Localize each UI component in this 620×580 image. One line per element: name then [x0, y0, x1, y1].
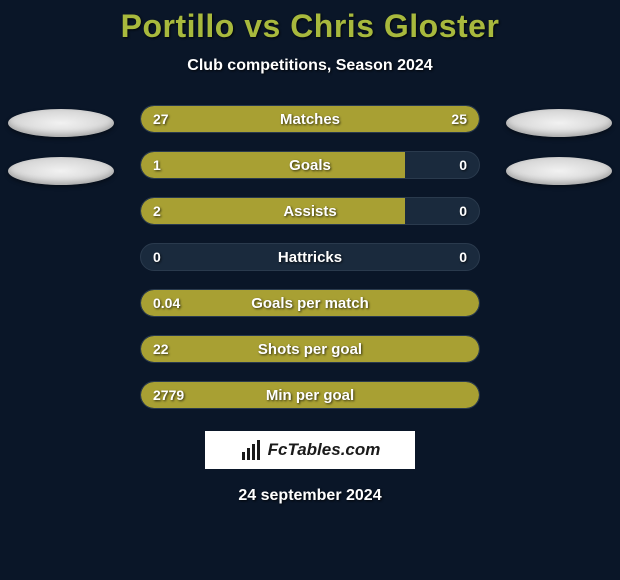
stat-label: Goals per match: [251, 295, 369, 312]
stat-value-right: 25: [451, 111, 467, 127]
stat-row-min-per-goal: 2779 Min per goal: [140, 381, 480, 409]
stat-row-hattricks: 0 Hattricks 0: [140, 243, 480, 271]
stat-label: Goals: [289, 157, 331, 174]
stat-row-goals: 1 Goals 0: [140, 151, 480, 179]
player-badge-left: [6, 109, 116, 185]
stat-row-assists: 2 Assists 0: [140, 197, 480, 225]
stat-label: Min per goal: [266, 387, 354, 404]
page-title: Portillo vs Chris Gloster: [121, 8, 500, 45]
stat-value-left: 0.04: [153, 295, 180, 311]
stat-label: Hattricks: [278, 249, 342, 266]
team-badge-icon: [8, 109, 114, 137]
stat-value-left: 2: [153, 203, 161, 219]
stat-label: Shots per goal: [258, 341, 362, 358]
stat-value-right: 0: [459, 249, 467, 265]
stat-value-left: 2779: [153, 387, 184, 403]
stat-value-left: 0: [153, 249, 161, 265]
stat-label: Matches: [280, 111, 340, 128]
stat-value-left: 27: [153, 111, 169, 127]
watermark: FcTables.com: [205, 431, 415, 469]
stat-row-shots-per-goal: 22 Shots per goal: [140, 335, 480, 363]
player-badge-right: [504, 109, 614, 185]
chart-bars-icon: [240, 438, 264, 462]
stat-fill-left: [141, 152, 405, 178]
comparison-chart: 27 Matches 25 1 Goals 0 2 Assists 0 0 Ha…: [0, 105, 620, 409]
stat-row-goals-per-match: 0.04 Goals per match: [140, 289, 480, 317]
player-badge-icon: [506, 157, 612, 185]
watermark-text: FcTables.com: [268, 440, 381, 460]
stat-value-right: 0: [459, 157, 467, 173]
stat-fill-left: [141, 198, 405, 224]
stat-value-right: 0: [459, 203, 467, 219]
stat-value-left: 22: [153, 341, 169, 357]
team-badge-icon: [506, 109, 612, 137]
stat-row-matches: 27 Matches 25: [140, 105, 480, 133]
player-badge-icon: [8, 157, 114, 185]
subtitle: Club competitions, Season 2024: [187, 57, 432, 75]
stat-value-left: 1: [153, 157, 161, 173]
container: Portillo vs Chris Gloster Club competiti…: [0, 0, 620, 580]
stat-label: Assists: [283, 203, 336, 220]
date-text: 24 september 2024: [238, 487, 381, 505]
